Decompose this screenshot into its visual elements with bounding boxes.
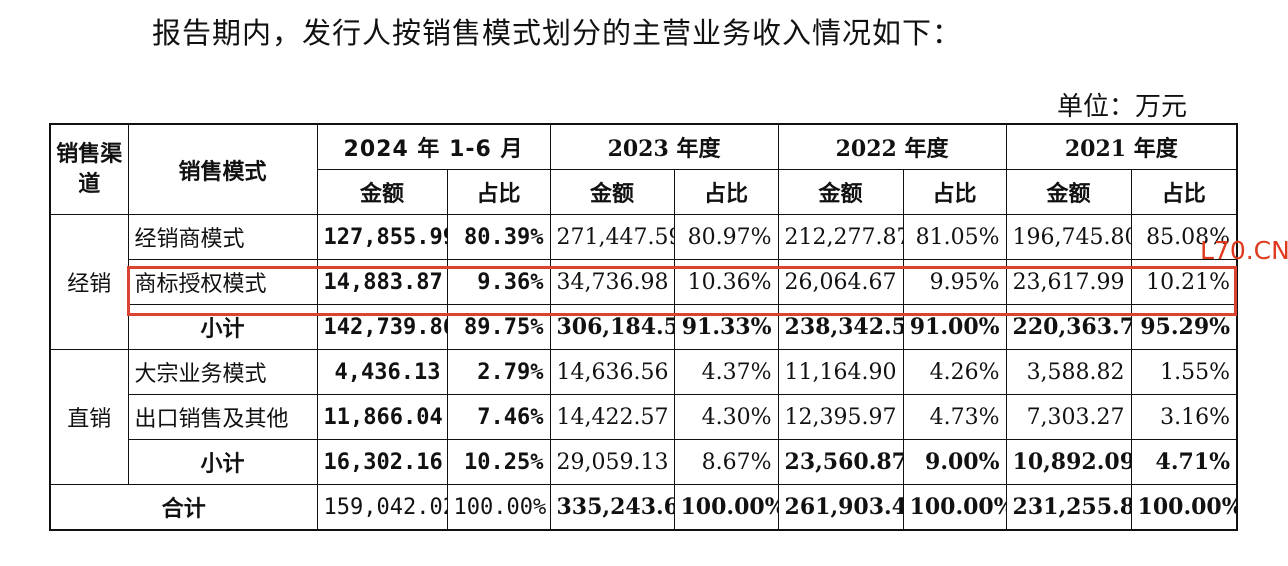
ratio-cell: 91.00% <box>902 304 1007 350</box>
ratio-cell: 7.46% <box>446 394 551 440</box>
ratio-header: 占比 <box>673 169 779 215</box>
amount-cell: 23,560.87 <box>777 439 904 485</box>
ratio-header: 占比 <box>1130 169 1238 215</box>
subtotal-label: 小计 <box>127 439 318 485</box>
channel-cell-direct: 直销 <box>49 349 129 485</box>
amount-cell: 231,255.88 <box>1005 484 1132 531</box>
ratio-cell: 8.67% <box>673 439 779 485</box>
revenue-by-sales-mode-table: 销售渠道 销售模式 2024 年 1-6 月 2023 年度 2022 年度 2… <box>49 123 1239 531</box>
amount-cell: 11,866.04 <box>316 394 448 440</box>
amount-cell: 26,064.67 <box>777 259 904 305</box>
amount-cell: 212,277.87 <box>777 214 904 260</box>
period-header-2021: 2021 年度 <box>1005 123 1238 170</box>
amount-cell: 142,739.86 <box>316 304 448 350</box>
watermark: L70.CN <box>1200 236 1288 265</box>
ratio-cell: 9.00% <box>902 439 1007 485</box>
ratio-cell: 80.39% <box>446 214 551 260</box>
amount-cell: 34,736.98 <box>549 259 675 305</box>
amount-cell: 238,342.54 <box>777 304 904 350</box>
amount-cell: 14,422.57 <box>549 394 675 440</box>
amount-cell: 14,636.56 <box>549 349 675 395</box>
mode-cell: 经销商模式 <box>127 214 318 260</box>
ratio-cell: 100.00% <box>673 484 779 531</box>
ratio-cell: 4.71% <box>1130 439 1238 485</box>
ratio-cell: 3.16% <box>1130 394 1238 440</box>
amount-cell: 196,745.80 <box>1005 214 1132 260</box>
ratio-cell: 4.26% <box>902 349 1007 395</box>
intro-paragraph: 报告期内，发行人按销售模式划分的主营业务收入情况如下： <box>152 16 963 50</box>
amount-cell: 220,363.79 <box>1005 304 1132 350</box>
ratio-cell: 9.95% <box>902 259 1007 305</box>
mode-header: 销售模式 <box>127 123 318 215</box>
ratio-cell: 10.25% <box>446 439 551 485</box>
ratio-cell: 89.75% <box>446 304 551 350</box>
amount-header: 金额 <box>1005 169 1132 215</box>
table-row: 直销 大宗业务模式 4,436.13 2.79% 14,636.56 4.37%… <box>49 349 1238 485</box>
total-label: 合计 <box>49 484 318 531</box>
ratio-cell: 100.00% <box>446 484 551 531</box>
amount-cell: 7,303.27 <box>1005 394 1132 440</box>
mode-cell: 出口销售及其他 <box>127 394 318 440</box>
amount-cell: 16,302.16 <box>316 439 448 485</box>
ratio-cell: 91.33% <box>673 304 779 350</box>
channel-header: 销售渠道 <box>49 123 129 215</box>
amount-cell: 11,164.90 <box>777 349 904 395</box>
amount-cell: 261,903.41 <box>777 484 904 531</box>
amount-cell: 23,617.99 <box>1005 259 1132 305</box>
ratio-cell: 4.30% <box>673 394 779 440</box>
ratio-cell: 100.00% <box>1130 484 1238 531</box>
channel-header-text: 销售渠道 <box>56 141 123 197</box>
ratio-cell: 9.36% <box>446 259 551 305</box>
ratio-header: 占比 <box>902 169 1007 215</box>
subtotal-label: 小计 <box>127 304 318 350</box>
ratio-cell: 85.08% <box>1130 214 1238 260</box>
subtotal-row: 小计 142,739.86 89.75% 306,184.57 91.33% 2… <box>50 304 1238 350</box>
mode-cell: 商标授权模式 <box>127 259 318 305</box>
amount-cell: 29,059.13 <box>549 439 675 485</box>
ratio-cell: 4.37% <box>673 349 779 395</box>
mode-cell: 大宗业务模式 <box>127 349 318 395</box>
ratio-header: 占比 <box>446 169 551 215</box>
amount-header: 金额 <box>549 169 675 215</box>
ratio-cell: 10.21% <box>1130 259 1238 305</box>
amount-header: 金额 <box>777 169 904 215</box>
amount-cell: 271,447.59 <box>549 214 675 260</box>
amount-cell: 159,042.02 <box>316 484 448 531</box>
ratio-cell: 81.05% <box>902 214 1007 260</box>
amount-cell: 14,883.87 <box>316 259 448 305</box>
table-row: 商标授权模式 14,883.87 9.36% 34,736.98 10.36% … <box>50 259 1238 305</box>
amount-header: 金额 <box>316 169 448 215</box>
period-header-2022: 2022 年度 <box>777 123 1007 170</box>
header-row-periods: 销售渠道 销售模式 2024 年 1-6 月 2023 年度 2022 年度 2… <box>49 123 1238 215</box>
ratio-cell: 100.00% <box>902 484 1007 531</box>
ratio-cell: 2.79% <box>446 349 551 395</box>
amount-cell: 3,588.82 <box>1005 349 1132 395</box>
subtotal-row: 小计 16,302.16 10.25% 29,059.13 8.67% 23,5… <box>50 439 1238 485</box>
table-row: 出口销售及其他 11,866.04 7.46% 14,422.57 4.30% … <box>50 394 1238 440</box>
amount-cell: 306,184.57 <box>549 304 675 350</box>
unit-label: 单位：万元 <box>1057 92 1188 122</box>
amount-cell: 4,436.13 <box>316 349 448 395</box>
period-header-2024h1: 2024 年 1-6 月 <box>316 123 551 170</box>
amount-cell: 10,892.09 <box>1005 439 1132 485</box>
channel-cell-distribution: 经销 <box>49 214 129 350</box>
ratio-cell: 10.36% <box>673 259 779 305</box>
total-row: 合计 159,042.02 100.00% 335,243.69 100.00%… <box>49 484 1238 531</box>
amount-cell: 12,395.97 <box>777 394 904 440</box>
amount-cell: 127,855.99 <box>316 214 448 260</box>
table-row: 经销 经销商模式 127,855.99 80.39% 271,447.59 80… <box>49 214 1238 350</box>
amount-cell: 335,243.69 <box>549 484 675 531</box>
ratio-cell: 4.73% <box>902 394 1007 440</box>
ratio-cell: 1.55% <box>1130 349 1238 395</box>
ratio-cell: 80.97% <box>673 214 779 260</box>
ratio-cell: 95.29% <box>1130 304 1238 350</box>
period-header-2023: 2023 年度 <box>549 123 779 170</box>
